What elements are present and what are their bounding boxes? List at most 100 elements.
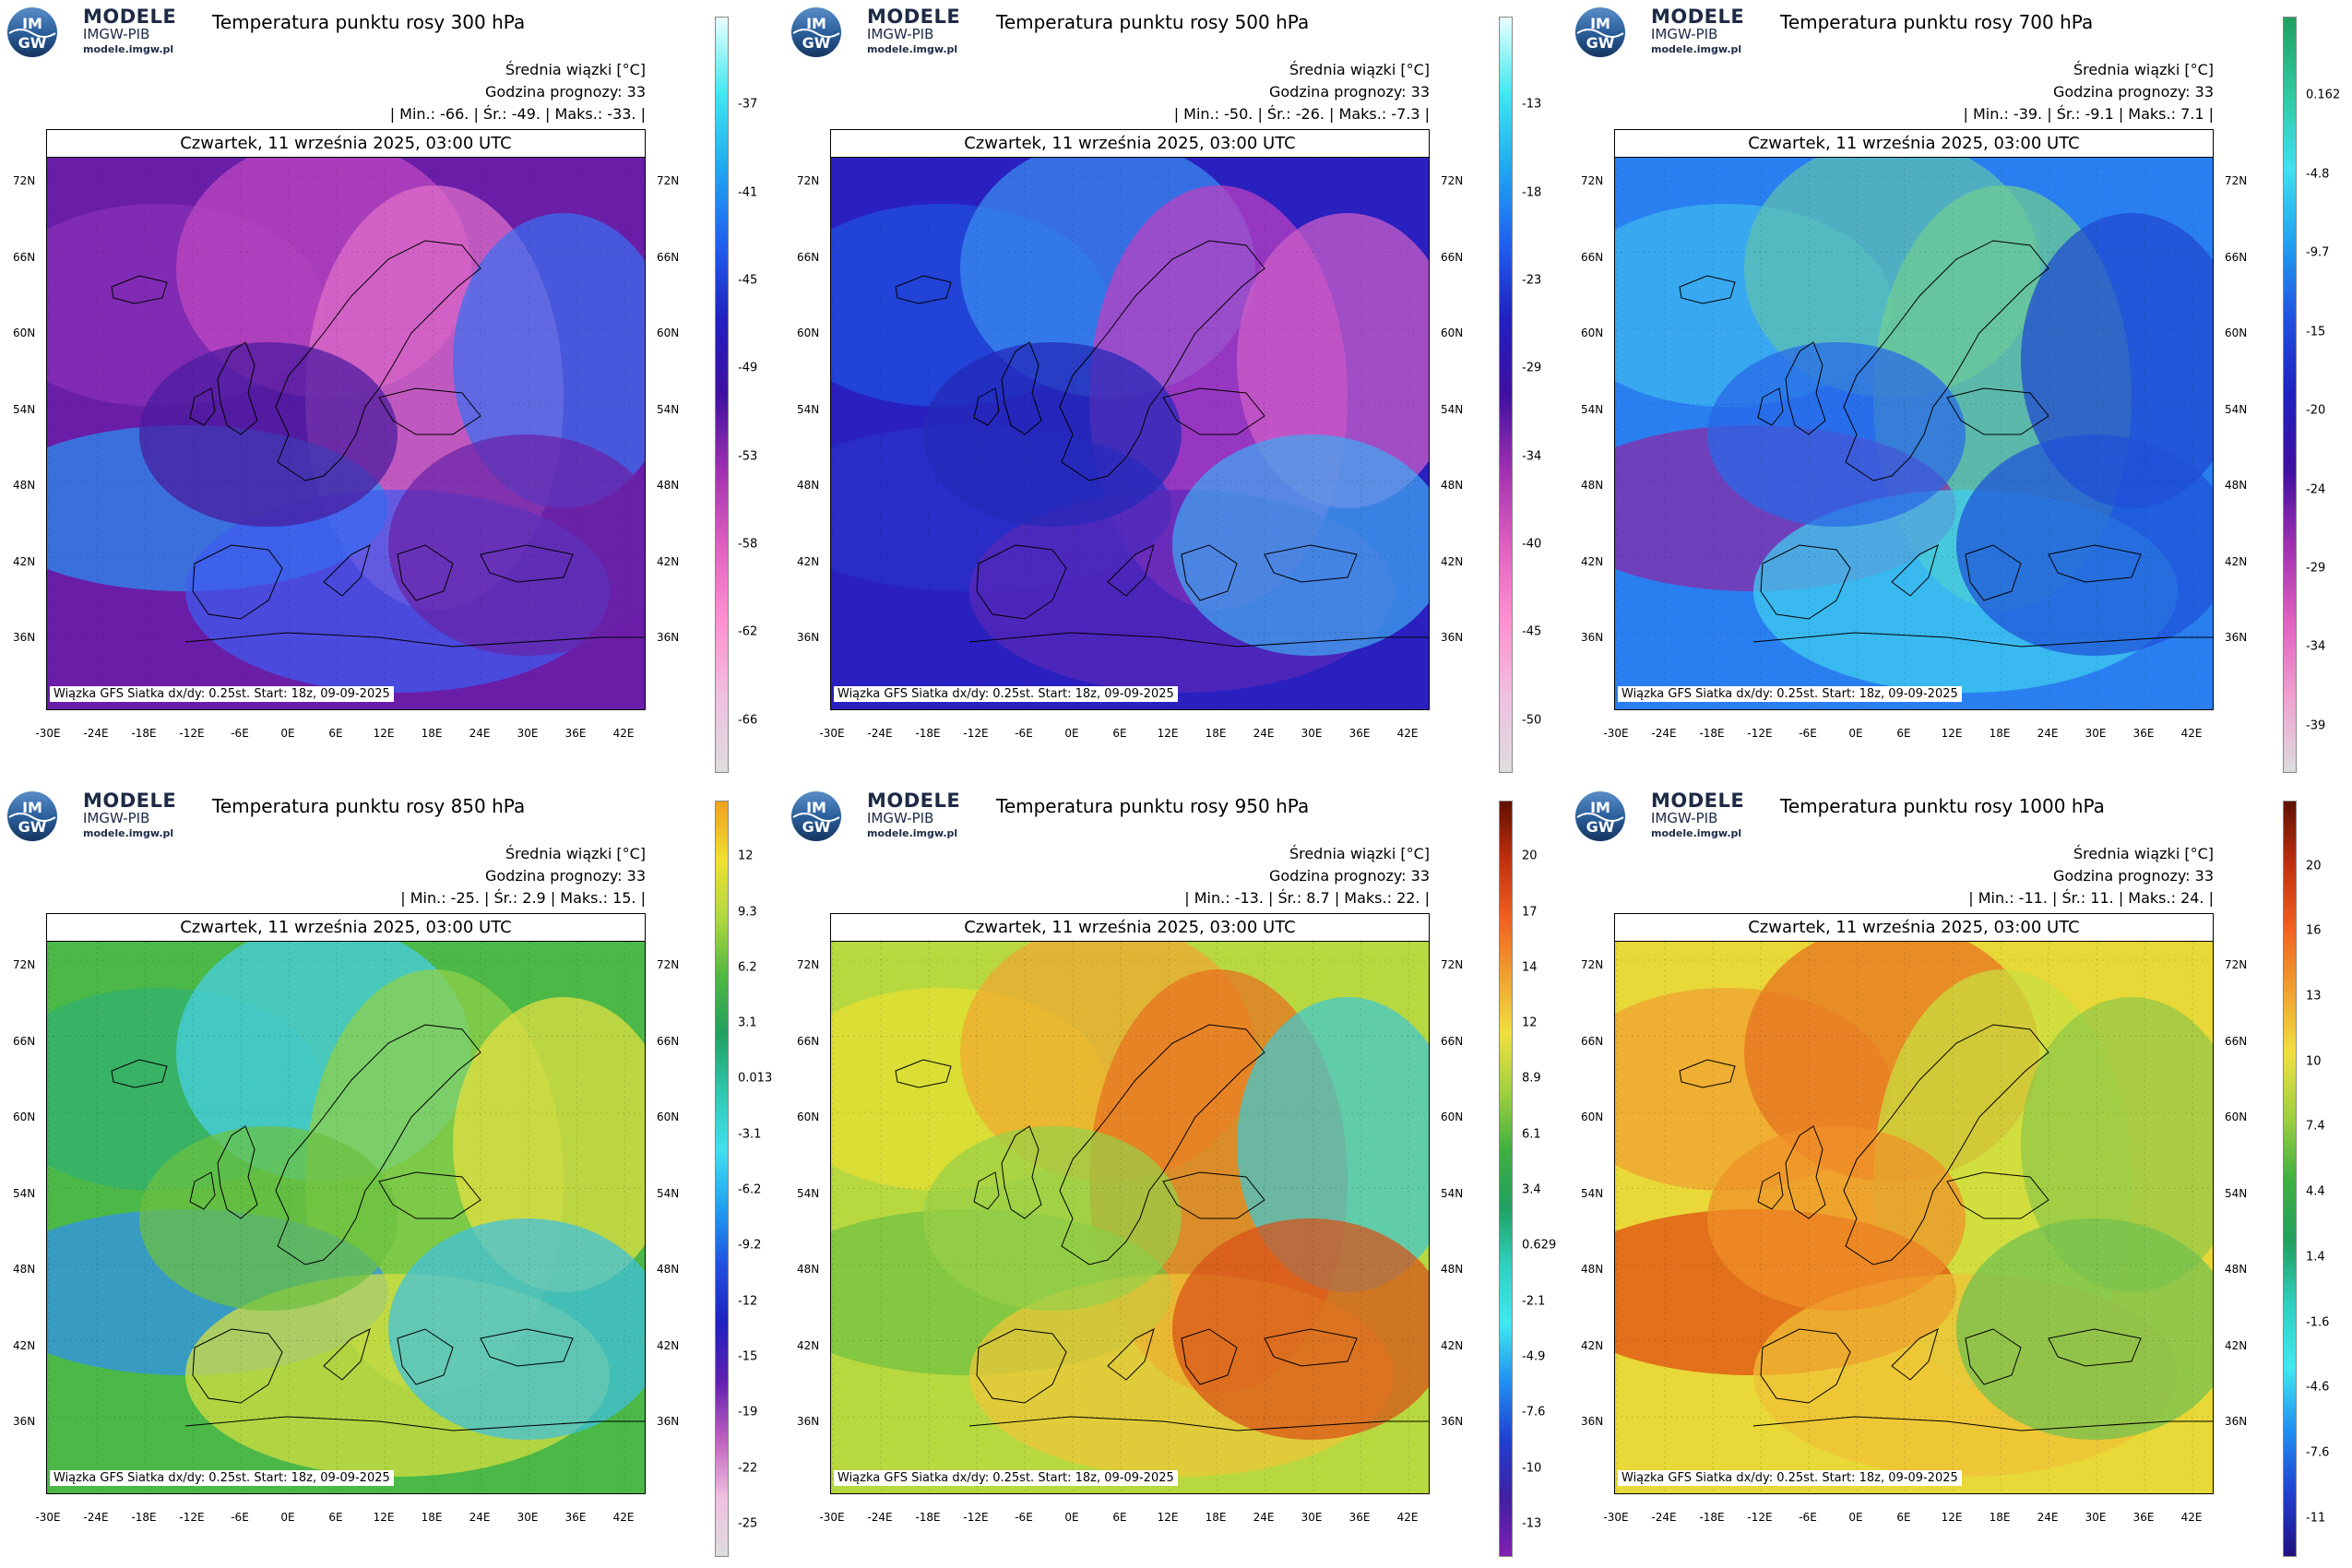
lon-tick: -30E (1603, 1511, 1629, 1524)
colorbar (1499, 17, 1513, 773)
colorbar-label: -39 (2306, 719, 2326, 733)
lat-tick-left: 36N (1581, 631, 1604, 644)
colorbar-label: -4.6 (2306, 1380, 2330, 1395)
colorbar-label: 13 (2306, 989, 2322, 1004)
subtitle: Średnia wiązki [°C] (2073, 61, 2214, 78)
lat-tick-right: 54N (1441, 402, 1464, 416)
lon-tick: -18E (131, 1511, 157, 1524)
colorbar-label: 3.4 (1522, 1182, 1541, 1197)
lat-tick-left: 54N (13, 402, 36, 416)
lon-tick: -30E (819, 727, 845, 740)
colorbar-label: -18 (1522, 185, 1542, 200)
subtitle: Średnia wiązki [°C] (1289, 61, 1430, 78)
dewpoint-field (1615, 942, 2213, 1493)
colorbar-label: 0.162 (2306, 88, 2341, 102)
lon-tick: -18E (1699, 727, 1725, 740)
colorbar-label: -4.9 (1522, 1349, 1546, 1364)
colorbar-label: -25 (738, 1516, 758, 1531)
forecast-hour: Godzina prognozy: 33 (484, 867, 646, 885)
colorbar-label: -29 (1522, 361, 1542, 375)
source-label: Wiązka GFS Siatka dx/dy: 0.25st. Start: … (834, 686, 1178, 702)
lat-tick-left: 72N (13, 958, 36, 971)
colorbar-label: 12 (1522, 1016, 1538, 1030)
lat-tick-left: 72N (797, 958, 820, 971)
colorbar-label: 0.629 (1522, 1238, 1557, 1253)
lat-tick-left: 60N (797, 1111, 820, 1123)
logo-line2: IMGW-PIB (83, 26, 150, 42)
svg-text:IM: IM (806, 799, 826, 816)
lon-tick: -24E (83, 1511, 109, 1524)
imgw-logo: IM GW MODELE IMGW-PIB modele.imgw.pl (2, 6, 176, 59)
lon-tick: -12E (179, 727, 205, 740)
lat-tick-left: 48N (797, 479, 820, 492)
lat-tick-right: 42N (1441, 554, 1464, 568)
lon-tick: 24E (1253, 1511, 1275, 1524)
lon-tick: 18E (1989, 727, 2011, 740)
colorbar (1499, 801, 1513, 1557)
lon-tick: -12E (963, 727, 989, 740)
colorbar-label: -9.2 (738, 1238, 762, 1253)
imgw-logo: IM GW MODELE IMGW-PIB modele.imgw.pl (786, 6, 960, 59)
lat-tick-right: 60N (657, 327, 680, 339)
lon-tick: 36E (1348, 1511, 1371, 1524)
svg-text:IM: IM (1590, 799, 1610, 816)
colorbar-label: 0.013 (738, 1071, 773, 1086)
colorbar-label: 1.4 (2306, 1250, 2325, 1265)
stats-line: | Min.: -13. | Śr.: 8.7 | Maks.: 22. | (1184, 889, 1430, 907)
lat-tick-left: 42N (797, 1338, 820, 1352)
lon-tick: -12E (1747, 727, 1773, 740)
lon-tick: -30E (1603, 727, 1629, 740)
dewpoint-field (47, 942, 645, 1493)
lon-tick: -12E (1747, 1511, 1773, 1524)
panel-300hpa: IM GW MODELE IMGW-PIB modele.imgw.pl Temperat… (0, 0, 784, 784)
lat-tick-right: 66N (2225, 250, 2248, 264)
lat-tick-left: 48N (1581, 1263, 1604, 1276)
lon-tick: 18E (1989, 1511, 2011, 1524)
lon-tick: 42E (2180, 727, 2203, 740)
lat-tick-right: 36N (1441, 1415, 1464, 1428)
lon-tick: 30E (517, 1511, 539, 1524)
colorbar-label: -19 (738, 1405, 758, 1420)
lon-tick: -30E (819, 1511, 845, 1524)
lat-tick-right: 36N (657, 631, 680, 644)
lon-tick: -18E (1699, 1511, 1725, 1524)
lat-tick-right: 72N (657, 174, 680, 187)
colorbar (2283, 17, 2297, 773)
lon-tick: 30E (2085, 727, 2107, 740)
lon-tick: 24E (1253, 727, 1275, 740)
colorbar-label: -15 (738, 1349, 758, 1364)
lon-tick: -18E (915, 1511, 941, 1524)
colorbar-label: -40 (1522, 537, 1542, 552)
lon-tick: -24E (867, 1511, 893, 1524)
colorbar-label: -58 (738, 537, 758, 552)
colorbar-label: -50 (1522, 713, 1542, 728)
colorbar-label: 6.1 (1522, 1127, 1541, 1142)
map-area (1614, 157, 2214, 710)
lat-tick-left: 60N (797, 327, 820, 339)
date-bar: Czwartek, 11 września 2025, 03:00 UTC (830, 913, 1430, 941)
lon-tick: 6E (328, 1511, 343, 1524)
lon-tick: 12E (1157, 727, 1179, 740)
colorbar-label: 20 (2306, 859, 2322, 873)
lat-tick-left: 72N (1581, 958, 1604, 971)
colorbar-label: -13 (1522, 1516, 1542, 1531)
lat-tick-right: 42N (2225, 554, 2248, 568)
lat-tick-right: 48N (2225, 1263, 2248, 1276)
logo-url: modele.imgw.pl (83, 43, 174, 55)
colorbar-label: -2.1 (1522, 1294, 1546, 1309)
lat-tick-left: 36N (1581, 1415, 1604, 1428)
lat-tick-left: 60N (13, 327, 36, 339)
date-bar: Czwartek, 11 września 2025, 03:00 UTC (1614, 913, 2214, 941)
lon-tick: 24E (469, 1511, 491, 1524)
lon-tick: -6E (231, 727, 249, 740)
lat-tick-right: 42N (2225, 1338, 2248, 1352)
lat-tick-right: 36N (2225, 1415, 2248, 1428)
colorbar-label: -24 (2306, 482, 2326, 496)
lat-tick-right: 66N (2225, 1034, 2248, 1048)
svg-text:GW: GW (1586, 34, 1615, 52)
lat-tick-right: 42N (1441, 1338, 1464, 1352)
imgw-badge-icon: IM GW (1575, 7, 1625, 57)
lat-tick-left: 42N (1581, 1338, 1604, 1352)
panel-850hpa: IM GW MODELE IMGW-PIB modele.imgw.pl Temperat… (0, 784, 784, 1568)
imgw-badge-icon: IM GW (791, 7, 841, 57)
